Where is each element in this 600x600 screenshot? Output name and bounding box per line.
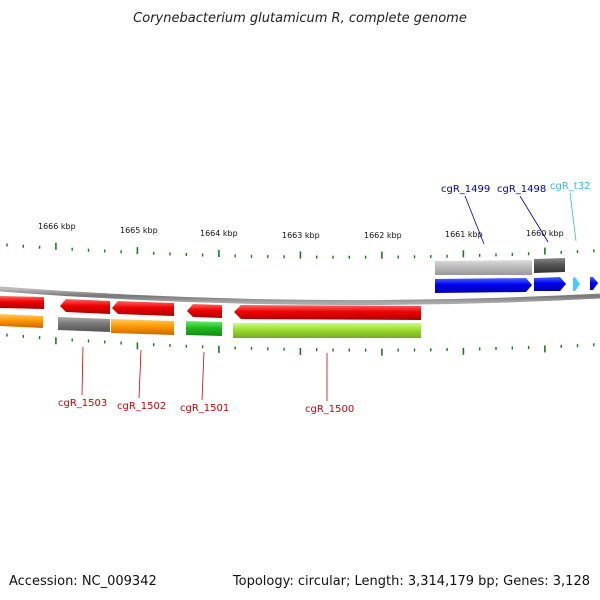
- gene-label-cgR_1503: cgR_1503: [58, 398, 107, 409]
- label-leaders: [81, 192, 577, 401]
- gene-label-cgR_1498: cgR_1498: [497, 184, 546, 195]
- gene-arrow-cgR_1503: [60, 299, 110, 314]
- map-title: Corynebacterium glutamicum R, complete g…: [133, 11, 467, 26]
- gene-arrow-cgR_1502: [112, 301, 174, 316]
- gene-label-cgR_1501: cgR_1501: [180, 403, 229, 414]
- leader-line: [201, 351, 205, 401]
- scale-label: 1666 kbp: [38, 222, 76, 231]
- cog-block: [111, 319, 174, 335]
- scale-ticks-outer: [6, 242, 595, 259]
- gene-label-cgR_1499: cgR_1499: [441, 184, 490, 195]
- accession-text: Accession: NC_009342: [9, 574, 157, 589]
- cog-block: [186, 321, 222, 336]
- scale-label: 1660 kbp: [526, 229, 564, 238]
- cog-block: [58, 317, 110, 332]
- leader-line: [519, 195, 549, 243]
- scale-label: 1663 kbp: [282, 231, 320, 240]
- forward-strand-cds: [435, 277, 598, 293]
- reverse-strand-cds: [0, 296, 421, 320]
- gene-arrow: [590, 277, 598, 290]
- scale-label: 1665 kbp: [120, 226, 158, 235]
- gene-label-cgR_1500: cgR_1500: [305, 404, 354, 415]
- scale-ticks-inner: [6, 333, 595, 356]
- cog-block: [233, 323, 421, 338]
- scale-label: 1662 kbp: [364, 231, 402, 240]
- gene-label-cgR_1502: cgR_1502: [117, 401, 166, 412]
- leader-line: [138, 349, 142, 399]
- leader-line: [81, 346, 84, 396]
- cog-block: [435, 260, 532, 275]
- scale-label: 1661 kbp: [445, 230, 483, 239]
- gene-arrow-cgR_1500: [234, 305, 421, 320]
- leader-line: [569, 192, 577, 242]
- gene-arrow-cgR_t32: [573, 277, 580, 291]
- genome-summary-text: Topology: circular; Length: 3,314,179 bp…: [232, 574, 590, 589]
- cog-block: [0, 314, 43, 328]
- scale-label: 1664 kbp: [200, 229, 238, 238]
- gene-arrow-cgR_1499: [435, 278, 532, 293]
- genome-backbone: [0, 286, 600, 306]
- leader-line: [464, 195, 485, 245]
- gene-labels: cgR_1503 cgR_1502 cgR_1501 cgR_1500 cgR_…: [58, 181, 590, 415]
- gene-arrow-cgR_1501: [187, 304, 222, 318]
- scale-labels: 1666 kbp 1665 kbp 1664 kbp 1663 kbp 1662…: [38, 222, 564, 240]
- gene-arrow-cgR_1498: [534, 277, 566, 291]
- reverse-strand-cog-bar: [0, 314, 421, 338]
- forward-strand-cog-bar: [435, 258, 565, 275]
- gene-arrow: [0, 296, 44, 309]
- gene-label-cgR_t32: cgR_t32: [550, 181, 590, 192]
- cog-block: [534, 258, 565, 273]
